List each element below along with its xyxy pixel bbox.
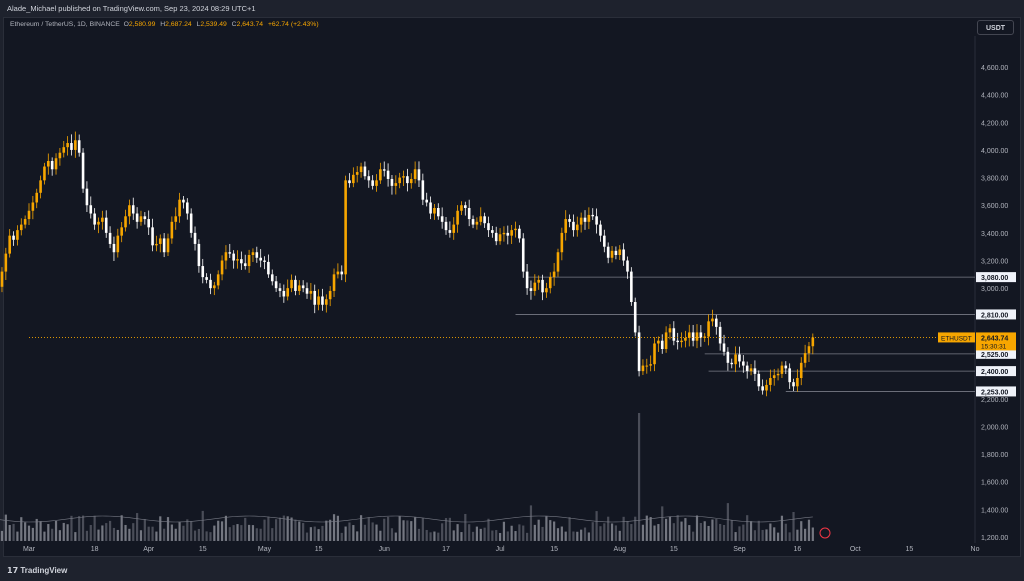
footer-bar [0,561,1024,581]
low-value: 2,539.49 [200,21,227,28]
publisher-text: Alade_Michael published on TradingView.c… [7,4,256,13]
high-value: 2,687.24 [165,21,192,28]
symbol-info: Ethereum / TetherUS, 1D, BINANCE O2,580.… [10,21,322,28]
high-label: H [160,21,166,28]
publish-bar [0,0,1024,18]
close-value: 2,643.74 [236,21,264,28]
change-value: +62.74 (+2.43%) [267,21,319,28]
currency-button[interactable]: USDT [977,20,1014,35]
close-label: C [231,21,237,28]
open-value: 2,580.99 [128,21,156,28]
open-label: O [123,21,129,28]
chart-frame [3,17,1021,557]
low-label: L [196,21,201,28]
tv-icon: 𝟭𝟳 [7,566,21,575]
symbol-line: Ethereum / TetherUS, 1D, BINANCE [10,21,120,28]
tradingview-logo[interactable]: 𝟭𝟳 TradingView [7,566,67,575]
brand-text: TradingView [20,566,68,575]
